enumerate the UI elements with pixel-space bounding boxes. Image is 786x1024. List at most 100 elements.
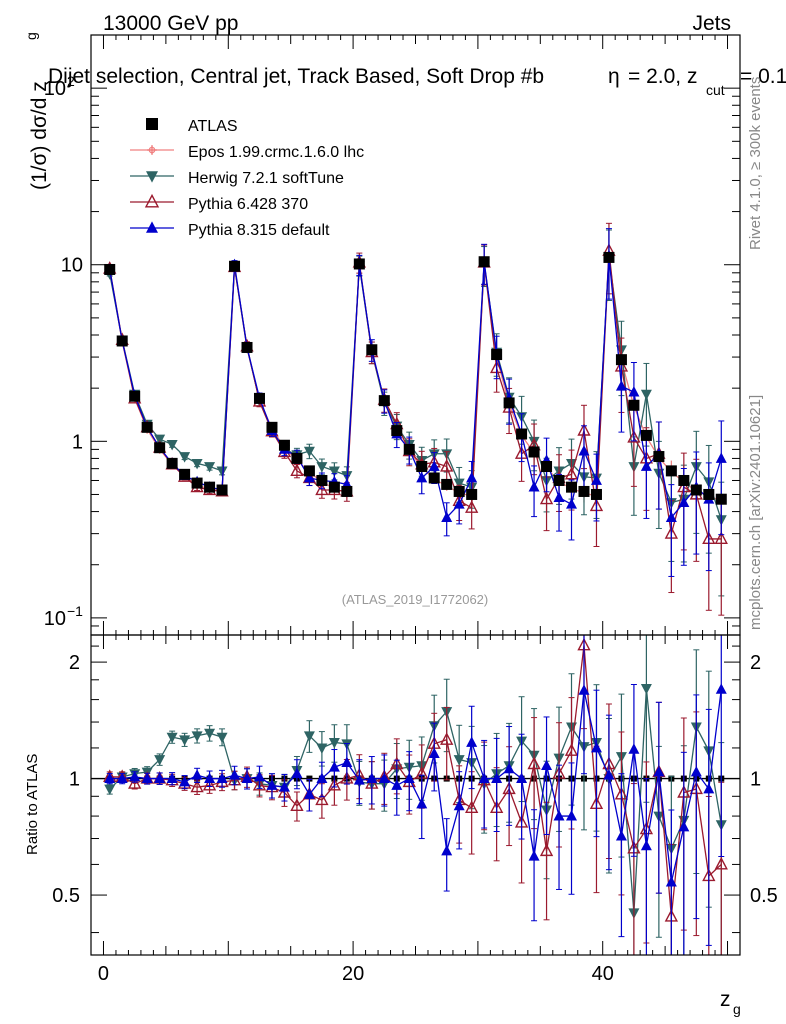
ratio-point: [603, 769, 615, 780]
data-point: [141, 421, 153, 433]
data-point: [603, 251, 615, 263]
ratio-point: [628, 743, 640, 754]
ratio-point: [428, 747, 440, 759]
ratio-line: [109, 645, 722, 917]
ratio-point: [640, 839, 652, 851]
ratio-point: [714, 856, 728, 870]
ratio-point: [278, 781, 290, 792]
plot-title-symbol: η: [608, 65, 620, 88]
x-tick-label: 0: [98, 963, 109, 985]
ratio-point: [541, 759, 553, 771]
legend-entry: Pythia 8.315 default: [130, 221, 330, 239]
y-tick-label: 10: [44, 78, 66, 100]
ratio-point: [316, 743, 328, 754]
plot-title-cut-sub: cut: [706, 82, 725, 98]
ratio-panel: 0 20 40 0.5 0.5 1 1 2 2: [52, 635, 778, 985]
plot-title-main: Dijet selection, Central jet, Track Base…: [48, 65, 544, 88]
ratio-point: [116, 772, 128, 783]
legend-marker: [146, 221, 158, 233]
data-point: [590, 474, 602, 485]
ratio-point: [341, 756, 353, 767]
data-point: [578, 485, 590, 497]
ratio-point: [678, 820, 690, 832]
y-axis-label-sub: g: [23, 32, 39, 40]
ratio-point: [328, 761, 340, 772]
data-point: [166, 440, 178, 451]
ratio-point: [229, 769, 241, 780]
data-point: [428, 472, 440, 484]
data-point: [465, 500, 479, 513]
data-point: [715, 452, 727, 463]
ratio-point: [166, 772, 178, 783]
ratio-point: [478, 772, 490, 783]
ratio-tick-label-right: 0.5: [750, 885, 778, 907]
data-point: [166, 457, 178, 469]
ratio-point: [527, 756, 541, 770]
data-point: [341, 485, 353, 497]
data-point: [615, 380, 627, 391]
data-point: [466, 471, 478, 483]
ratio-reference-point: [306, 775, 313, 782]
data-point: [191, 477, 203, 489]
data-point: [640, 429, 652, 441]
data-point: [366, 344, 378, 356]
data-point: [353, 258, 365, 270]
x-tick-label: 20: [342, 963, 364, 985]
ratio-point: [491, 772, 503, 783]
ratio-point: [516, 772, 528, 783]
ratio-point: [703, 782, 715, 794]
ratio-line: [109, 688, 722, 913]
y-tick-label: 10: [44, 608, 66, 630]
ratio-point: [252, 777, 267, 791]
ratio-point: [191, 769, 203, 780]
y-tick-label: 10: [61, 255, 83, 277]
ratio-point: [216, 772, 228, 783]
data-point: [316, 462, 328, 473]
ratio-tick-label-right: 2: [750, 652, 761, 674]
ratio-point: [303, 731, 315, 742]
data-point: [191, 458, 203, 470]
data-point: [665, 465, 677, 477]
data-point: [229, 260, 241, 272]
ratio-point: [715, 683, 727, 694]
data-point: [428, 460, 440, 471]
data-point: [528, 481, 540, 492]
ratio-point: [241, 772, 253, 783]
data-point: [440, 458, 454, 472]
data-point: [441, 511, 453, 522]
data-point: [553, 474, 565, 486]
legend-marker: [144, 193, 160, 208]
data-point: [116, 335, 128, 347]
data-point: [628, 399, 640, 411]
ratio-point: [466, 736, 478, 747]
data-point: [703, 488, 715, 500]
ratio-point: [328, 738, 340, 749]
ratio-point: [141, 772, 153, 783]
ratio-point: [539, 843, 554, 857]
ratio-series-2: [104, 635, 727, 955]
data-point: [403, 443, 415, 455]
x-axis-label-main: z: [720, 988, 731, 1011]
y-tick-exponent: 2: [67, 73, 75, 89]
data-point: [541, 461, 553, 473]
legend-label: Pythia 6.428 370: [188, 196, 308, 213]
data-point: [441, 478, 453, 490]
ratio-point: [416, 797, 428, 809]
ratio-point: [566, 810, 578, 821]
ratio-tick-label-left: 0.5: [52, 885, 80, 907]
legend-label: ATLAS: [188, 118, 238, 135]
plot-title-beta: = 2.0, z: [628, 65, 697, 88]
ratio-point: [553, 810, 565, 821]
ratio-axis-label: Ratio to ATLAS: [24, 754, 41, 855]
series-1: [105, 248, 726, 517]
ratio-point: [441, 844, 453, 856]
data-point: [640, 460, 652, 471]
data-point: [553, 491, 565, 502]
ratio-point: [204, 772, 216, 783]
ratio-point: [290, 798, 304, 811]
ratio-point: [465, 800, 479, 813]
data-point: [453, 485, 465, 497]
legend-label: Epos 1.99.crmc.1.6.0 lhc: [188, 144, 364, 161]
legend-marker: [146, 118, 158, 130]
ratio-point: [179, 775, 191, 787]
